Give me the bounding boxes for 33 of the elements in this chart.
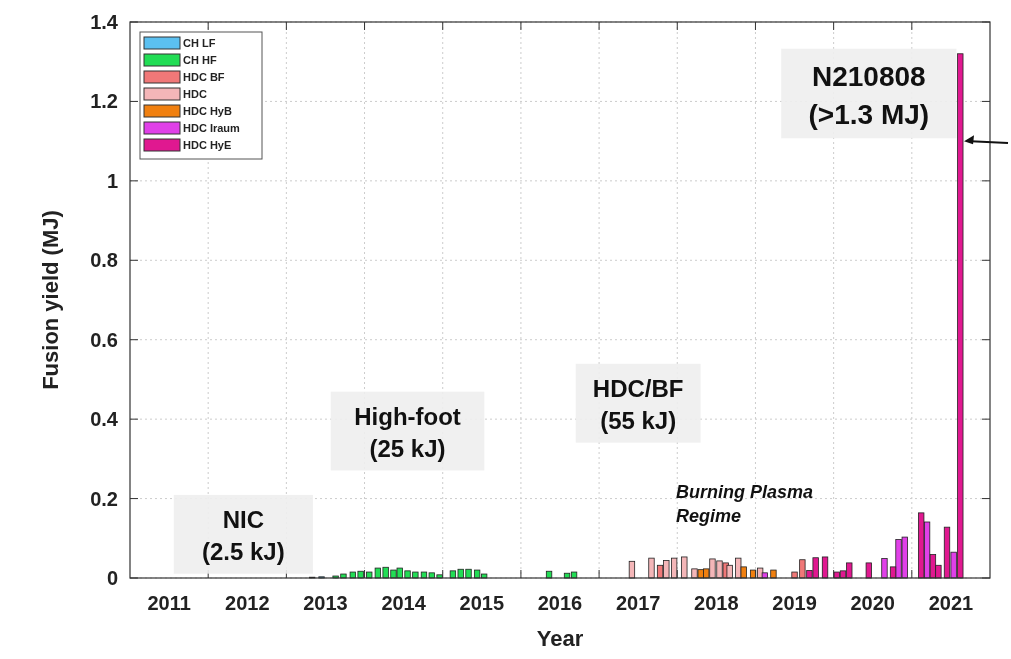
x-tick-label: 2019: [772, 592, 817, 614]
y-tick-label: 0.4: [90, 408, 119, 431]
x-tick-label: 2020: [850, 592, 895, 614]
legend-label: HDC: [183, 88, 207, 100]
annotation: Burning Plasma Regime: [675, 481, 813, 526]
x-tick-label: 2013: [303, 592, 348, 614]
annotation: NIC (2.5 kJ): [202, 505, 285, 566]
y-tick-label: 0.2: [90, 487, 118, 510]
x-tick-label: 2017: [615, 592, 661, 614]
x-tick-label: 2021: [928, 592, 974, 614]
y-tick-label: 0.8: [90, 249, 118, 272]
x-axis-title: Year: [536, 626, 584, 651]
legend-label: HDC BF: [183, 71, 225, 83]
legend-label: HDC HyE: [183, 139, 232, 151]
legend-label: CH HF: [183, 54, 217, 66]
annotation: N210808 (>1.3 MJ): [808, 60, 930, 130]
y-tick-label: 1.4: [90, 11, 119, 33]
annotation: HDC/BF (55 kJ): [592, 374, 684, 435]
x-tick-label: 2015: [459, 592, 505, 614]
y-tick-label: 0: [106, 567, 118, 589]
y-axis-title: Fusion yield (MJ): [38, 210, 63, 390]
x-tick-label: 2014: [381, 592, 427, 614]
x-tick-label: 2011: [147, 592, 191, 614]
legend-label: HDC HyB: [183, 105, 232, 117]
y-tick-label: 0.6: [90, 328, 118, 351]
y-tick-label: 1.2: [90, 90, 118, 113]
legend-label: CH LF: [183, 37, 216, 49]
x-tick-label: 2012: [225, 592, 270, 614]
legend-label: HDC Iraum: [183, 122, 241, 134]
x-tick-label: 2016: [537, 592, 583, 614]
x-tick-label: 2018: [694, 592, 739, 614]
annotation: High-foot (25 kJ): [354, 402, 461, 462]
y-tick-label: 1: [106, 169, 118, 192]
